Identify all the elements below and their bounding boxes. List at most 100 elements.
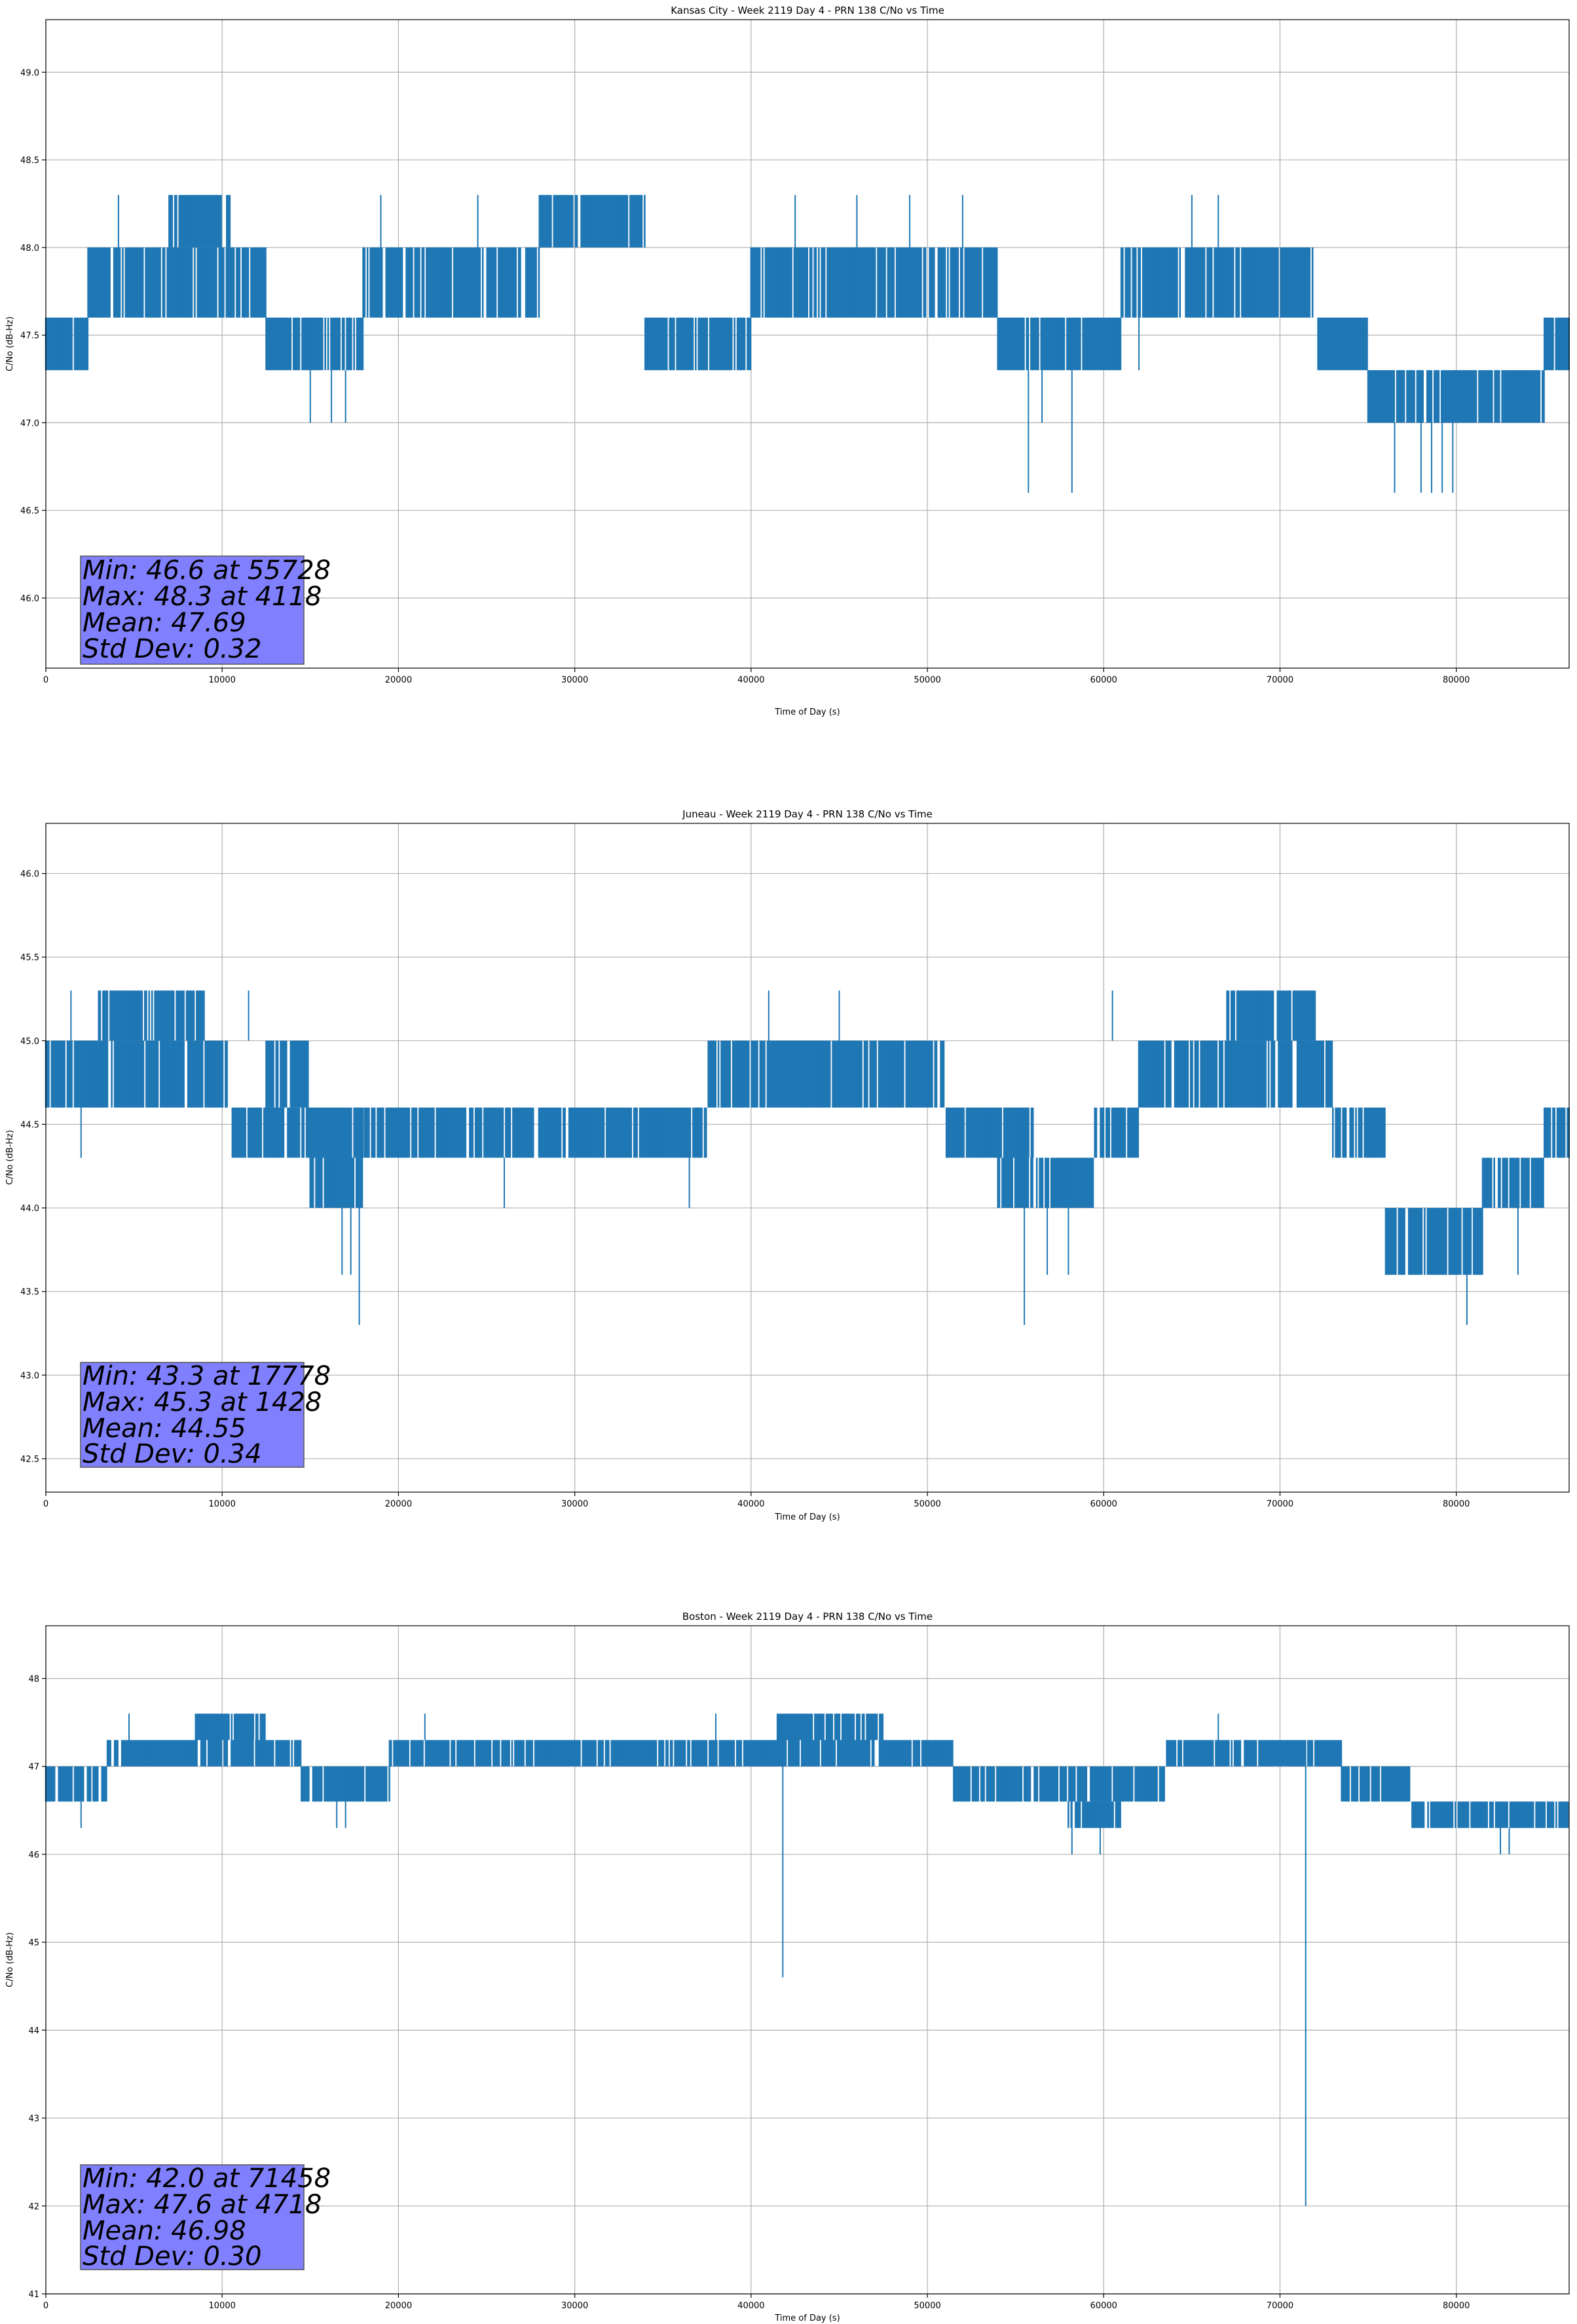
ticks-layer: 0 10000 20000 30000 40000 50000 60000 70000 8000… <box>20 68 1470 685</box>
y-tick-label: 48 <box>28 1675 39 1685</box>
series-band <box>362 247 540 318</box>
y-tick-label: 46 <box>28 1850 39 1860</box>
series-band <box>195 1714 266 1740</box>
x-tick-label: 10000 <box>209 1499 236 1509</box>
x-axis-label: Time of Day (s) <box>774 707 840 717</box>
stats-box: Min: 43.3 at 17778 Max: 45.3 at 1428 Mea… <box>80 1361 331 1469</box>
stats-mean: Mean: 46.98 <box>83 2216 246 2246</box>
y-tick-label: 46.0 <box>20 594 39 604</box>
stats-std-dev: Std Dev: 0.30 <box>83 2241 262 2272</box>
series-band <box>1094 1107 1140 1158</box>
x-tick-label: 40000 <box>737 675 764 685</box>
x-tick-label: 70000 <box>1267 1499 1293 1509</box>
x-tick-label: 80000 <box>1443 675 1470 685</box>
series-band <box>231 1107 267 1158</box>
series-band <box>1481 1157 1544 1209</box>
y-tick-label: 43 <box>28 2114 39 2124</box>
series-band <box>1544 317 1570 371</box>
y-axis-label: C/No (dB-Hz) <box>5 316 15 371</box>
series-band <box>1341 1766 1411 1802</box>
series-band <box>945 1107 1034 1158</box>
y-tick-label: 43.0 <box>20 1371 39 1381</box>
ticks-layer: 0 10000 20000 30000 40000 50000 60000 70000 8000… <box>28 1675 1470 2311</box>
series-band <box>538 195 646 248</box>
y-tick-label: 46.5 <box>20 506 39 516</box>
x-tick-label: 30000 <box>561 675 588 685</box>
x-tick-label: 30000 <box>561 1499 588 1509</box>
stats-max: Max: 48.3 at 4118 <box>83 582 322 612</box>
stats-box-background <box>80 555 305 665</box>
series-band <box>1226 990 1316 1041</box>
stats-min: Min: 43.3 at 17778 <box>83 1361 331 1391</box>
plot-frame <box>45 823 1570 1493</box>
series-band <box>98 990 205 1041</box>
x-axis-label: Time of Day (s) <box>774 2314 840 2323</box>
chart-panel-kansas-city: 0 10000 20000 30000 40000 50000 60000 70000 8000… <box>5 5 1570 717</box>
series-layer <box>45 990 1570 1325</box>
series-band <box>1067 1801 1121 1828</box>
series-layer <box>45 1714 1569 2206</box>
series-band <box>45 317 89 371</box>
series-band <box>750 247 945 318</box>
stats-mean: Mean: 47.69 <box>83 608 246 638</box>
stats-max: Max: 47.6 at 4718 <box>83 2190 322 2220</box>
series-band <box>388 1740 883 1767</box>
x-tick-label: 10000 <box>209 675 236 685</box>
x-tick-label: 50000 <box>914 675 940 685</box>
x-tick-label: 80000 <box>1443 2301 1470 2311</box>
stats-std-dev: Std Dev: 0.32 <box>83 634 262 664</box>
series-band <box>1138 1040 1333 1108</box>
series-band <box>98 1040 228 1108</box>
x-tick-label: 50000 <box>914 2301 940 2311</box>
x-tick-label: 20000 <box>385 675 412 685</box>
stats-mean: Mean: 44.55 <box>83 1414 246 1444</box>
series-band <box>106 1740 302 1767</box>
y-tick-label: 47.0 <box>20 419 39 428</box>
x-tick-label: 70000 <box>1267 675 1293 685</box>
stats-std-dev: Std Dev: 0.34 <box>83 1439 262 1469</box>
chart-title: Boston - Week 2119 Day 4 - PRN 138 C/No … <box>682 1611 933 1622</box>
x-tick-label: 10000 <box>209 2301 236 2311</box>
y-tick-label: 41 <box>28 2290 39 2300</box>
y-tick-label: 43.5 <box>20 1288 39 1298</box>
y-tick-label: 44.5 <box>20 1120 39 1130</box>
y-tick-label: 49.0 <box>20 68 39 78</box>
series-band <box>1367 370 1545 423</box>
x-tick-label: 60000 <box>1090 1499 1117 1509</box>
y-tick-label: 48.5 <box>20 156 39 166</box>
stats-box: Min: 42.0 at 71458 Max: 47.6 at 4718 Mea… <box>80 2164 331 2272</box>
x-tick-label: 0 <box>43 675 48 685</box>
chart-panel-boston: 0 10000 20000 30000 40000 50000 60000 70000 8000… <box>5 1611 1570 2323</box>
series-band <box>997 317 1079 371</box>
series-band <box>45 1040 99 1108</box>
y-tick-label: 42 <box>28 2202 39 2212</box>
series-band <box>309 1157 363 1209</box>
y-tick-label: 42.5 <box>20 1455 39 1465</box>
x-tick-label: 60000 <box>1090 2301 1117 2311</box>
y-axis-label: C/No (dB-Hz) <box>5 1130 15 1185</box>
plot-frame <box>45 19 1570 669</box>
series-band <box>644 317 752 371</box>
series-band <box>87 247 232 318</box>
series-band <box>265 1040 309 1108</box>
series-band <box>265 317 364 371</box>
ticks-layer: 0 10000 20000 30000 40000 50000 60000 70000 8000… <box>20 870 1470 1509</box>
x-tick-label: 50000 <box>914 1499 940 1509</box>
series-band <box>1544 1107 1570 1158</box>
series-band <box>1317 317 1368 371</box>
x-tick-label: 0 <box>43 2301 48 2311</box>
chart-title: Juneau - Week 2119 Day 4 - PRN 138 C/No … <box>682 808 933 820</box>
plot-frame <box>45 1625 1570 2295</box>
series-band <box>265 1107 364 1158</box>
x-tick-label: 30000 <box>561 2301 588 2311</box>
series-band <box>1384 1208 1483 1275</box>
series-band <box>1120 247 1174 318</box>
y-tick-label: 46.0 <box>20 870 39 880</box>
x-tick-label: 40000 <box>737 2301 764 2311</box>
series-band <box>1411 1801 1569 1828</box>
series-band <box>363 1107 707 1158</box>
series-band <box>803 1040 945 1108</box>
series-band <box>168 195 231 248</box>
